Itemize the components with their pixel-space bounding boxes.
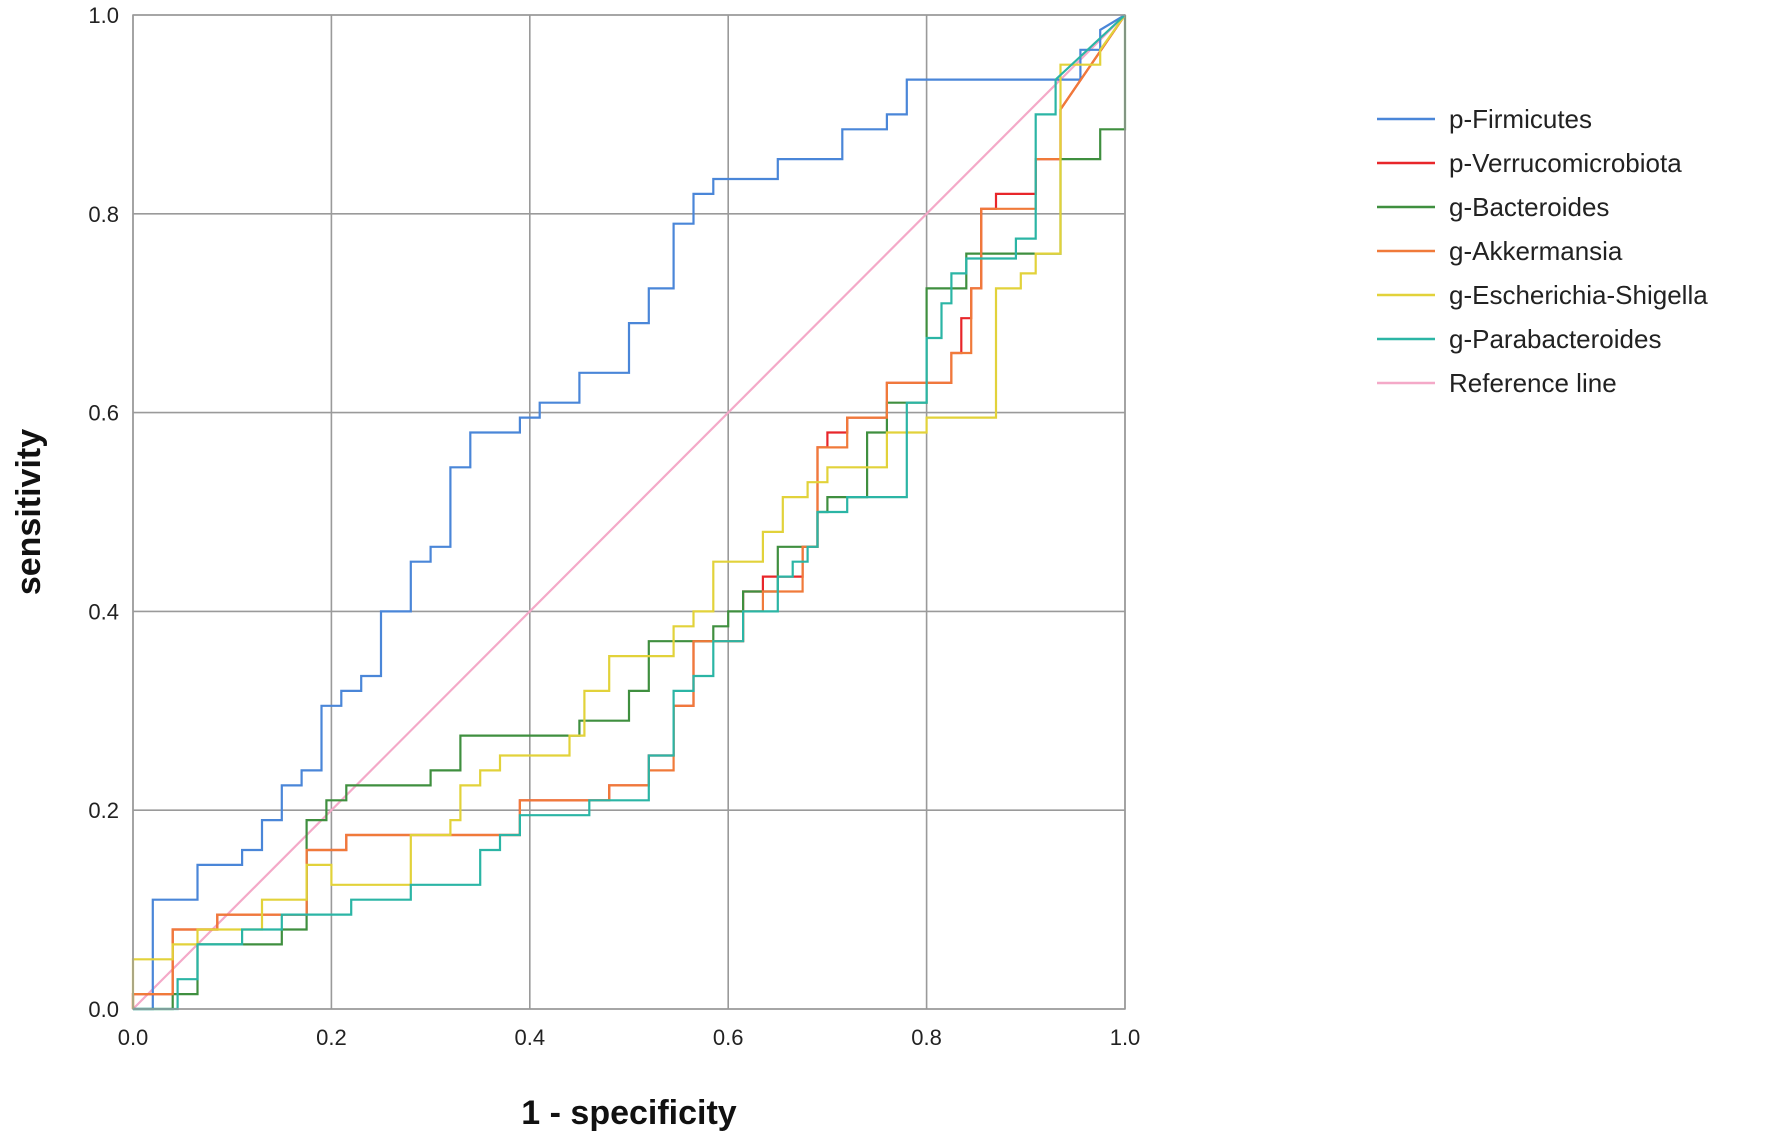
series-lines <box>131 14 1127 1011</box>
legend-label-6: Reference line <box>1449 368 1617 398</box>
x-tick-label-1: 0.2 <box>316 1025 347 1050</box>
series-line-4 <box>131 14 1126 1009</box>
x-tick-label-5: 1.0 <box>1110 1025 1141 1050</box>
series-line-5 <box>133 14 1126 1011</box>
x-tick-label-2: 0.4 <box>515 1025 546 1050</box>
legend-label-1: p-Verrucomicrobiota <box>1449 148 1682 178</box>
x-tick-label-3: 0.6 <box>713 1025 744 1050</box>
series-line-6 <box>132 14 1126 1010</box>
legend-label-3: g-Akkermansia <box>1449 236 1623 266</box>
legend-label-5: g-Parabacteroides <box>1449 324 1661 354</box>
legend-label-4: g-Escherichia-Shigella <box>1449 280 1708 310</box>
y-tick-label-4: 0.8 <box>88 202 119 227</box>
series-line-2 <box>133 15 1127 1011</box>
legend-label-0: p-Firmicutes <box>1449 104 1592 134</box>
legend-label-2: g-Bacteroides <box>1449 192 1609 222</box>
series-line-0 <box>133 14 1126 1011</box>
tick-labels: 0.0 0.2 0.4 0.6 0.8 1.0 0.0 0.2 0.4 0.6 0.8 1.0 <box>88 3 1140 1050</box>
legend: p-Firmicutes p-Verrucomicrobiota g-Bactero… <box>1377 104 1708 398</box>
y-tick-label-2: 0.4 <box>88 599 119 624</box>
y-tick-label-0: 0.0 <box>88 997 119 1022</box>
y-tick-label-1: 0.2 <box>88 798 119 823</box>
x-axis-title: 1 - specificity <box>521 1094 737 1132</box>
x-tick-label-4: 0.8 <box>911 1025 942 1050</box>
y-tick-label-3: 0.6 <box>88 401 119 426</box>
y-axis-title: sensitivity <box>10 429 48 595</box>
y-tick-label-5: 1.0 <box>88 3 119 28</box>
plot-frame <box>132 14 1126 1010</box>
x-tick-label-0: 0.0 <box>118 1025 149 1050</box>
